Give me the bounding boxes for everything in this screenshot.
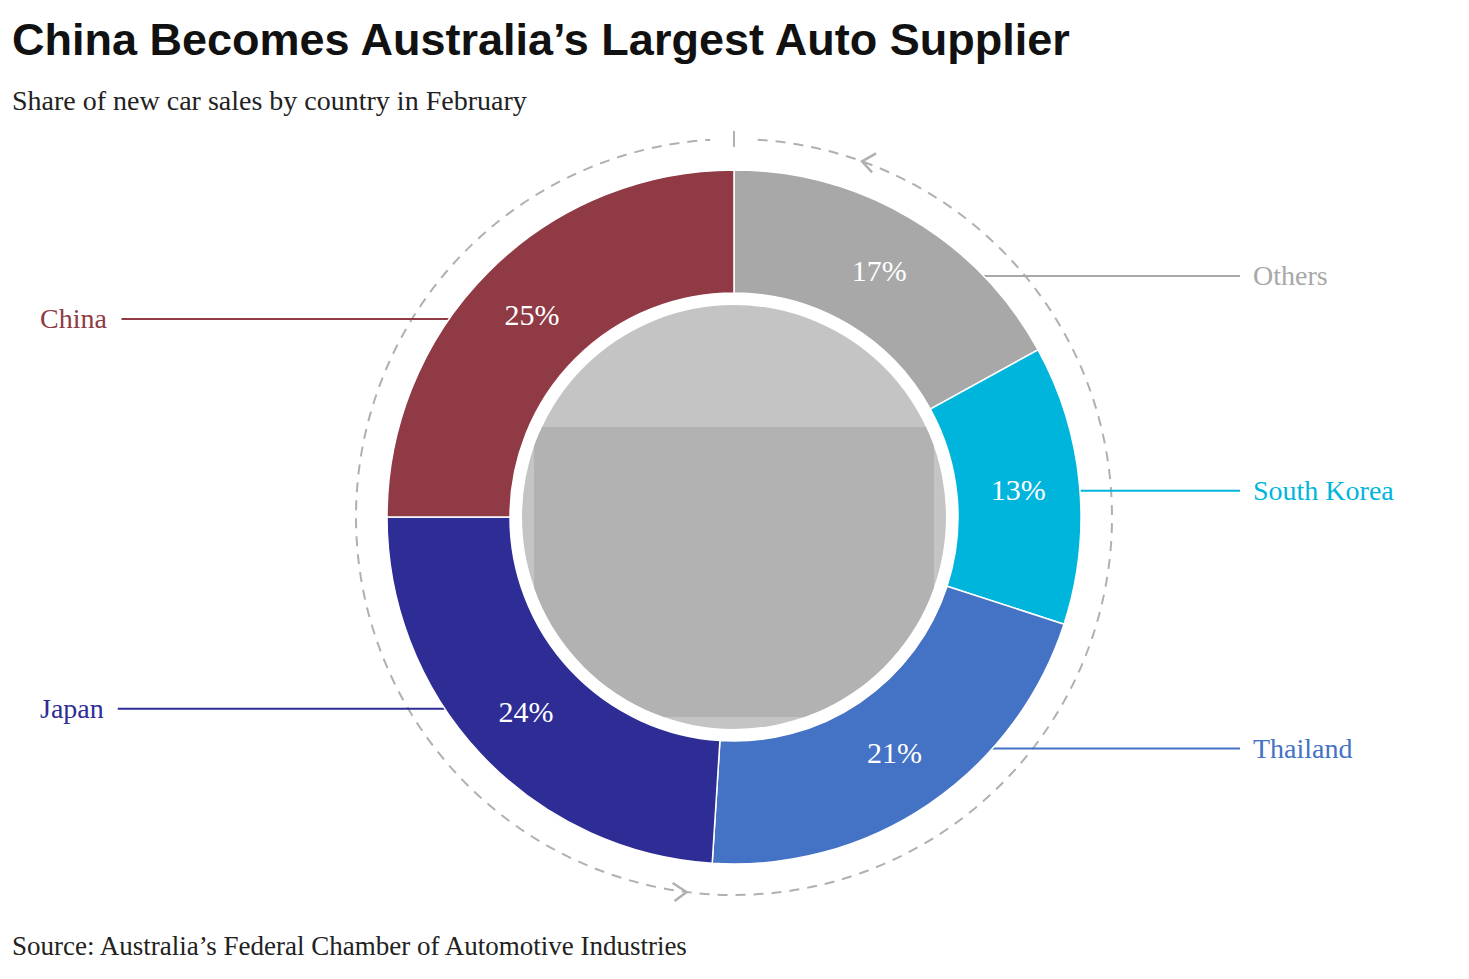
chart: China Becomes Australia’s Largest Auto S… xyxy=(0,0,1469,979)
category-label: Thailand xyxy=(1253,733,1353,764)
category-label: Others xyxy=(1253,260,1328,291)
decor-tick xyxy=(733,131,735,147)
decor-arrow xyxy=(862,153,876,172)
leader-line xyxy=(118,708,449,710)
decor-arrow xyxy=(673,883,687,901)
title: China Becomes Australia’s Largest Auto S… xyxy=(12,14,1070,65)
data-label: 21% xyxy=(867,736,922,769)
data-label: 25% xyxy=(505,298,560,331)
decor-circle xyxy=(356,140,1112,895)
source: Source: Australia’s Federal Chamber of A… xyxy=(12,931,687,961)
inner-photo xyxy=(522,305,946,729)
inner-ring xyxy=(510,293,958,741)
category-label: Japan xyxy=(40,693,104,724)
data-label: 24% xyxy=(498,695,553,728)
inner-photo-ground xyxy=(534,427,934,717)
leader-line xyxy=(980,275,1240,277)
subtitle: Share of new car sales by country in Feb… xyxy=(12,85,527,116)
leader-line xyxy=(988,748,1240,750)
leader-line xyxy=(121,318,453,320)
category-label: China xyxy=(40,303,107,334)
category-label: South Korea xyxy=(1253,475,1394,506)
data-label: 13% xyxy=(991,473,1046,506)
data-label: 17% xyxy=(852,254,907,287)
leader-line xyxy=(1076,490,1240,492)
